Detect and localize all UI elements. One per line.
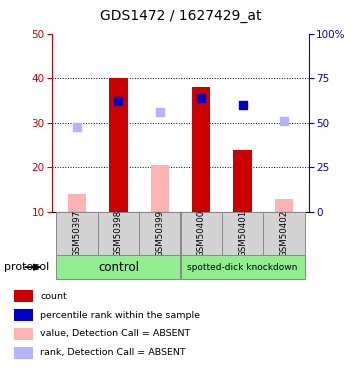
Text: spotted-dick knockdown: spotted-dick knockdown	[187, 262, 298, 272]
Text: control: control	[98, 261, 139, 274]
Text: GSM50400: GSM50400	[197, 210, 206, 257]
Point	[198, 95, 204, 101]
Point	[240, 102, 245, 108]
Bar	[109, 78, 128, 212]
Point	[281, 118, 287, 124]
Bar	[56, 212, 98, 255]
Text: percentile rank within the sample: percentile rank within the sample	[40, 310, 200, 320]
Bar	[180, 255, 305, 279]
Bar	[98, 212, 139, 255]
Bar	[14, 309, 33, 321]
Point	[74, 124, 80, 130]
Text: GSM50401: GSM50401	[238, 210, 247, 257]
Text: GSM50398: GSM50398	[114, 210, 123, 257]
Text: GSM50397: GSM50397	[73, 210, 82, 257]
Bar	[233, 150, 252, 212]
Bar	[14, 346, 33, 358]
Text: protocol: protocol	[4, 262, 49, 272]
Bar	[275, 198, 293, 212]
Text: GDS1472 / 1627429_at: GDS1472 / 1627429_at	[100, 9, 261, 23]
Bar	[263, 212, 305, 255]
Bar	[192, 87, 210, 212]
Bar	[180, 212, 222, 255]
Text: rank, Detection Call = ABSENT: rank, Detection Call = ABSENT	[40, 348, 186, 357]
Bar	[56, 255, 180, 279]
Bar	[151, 165, 169, 212]
Bar	[14, 328, 33, 340]
Bar	[14, 290, 33, 302]
Bar	[222, 212, 263, 255]
Bar	[68, 194, 86, 212]
Text: GSM50402: GSM50402	[279, 210, 288, 257]
Bar	[139, 212, 180, 255]
Text: value, Detection Call = ABSENT: value, Detection Call = ABSENT	[40, 329, 190, 338]
Point	[116, 98, 121, 104]
Text: GSM50399: GSM50399	[155, 210, 164, 257]
Point	[157, 109, 163, 115]
Text: count: count	[40, 292, 67, 301]
